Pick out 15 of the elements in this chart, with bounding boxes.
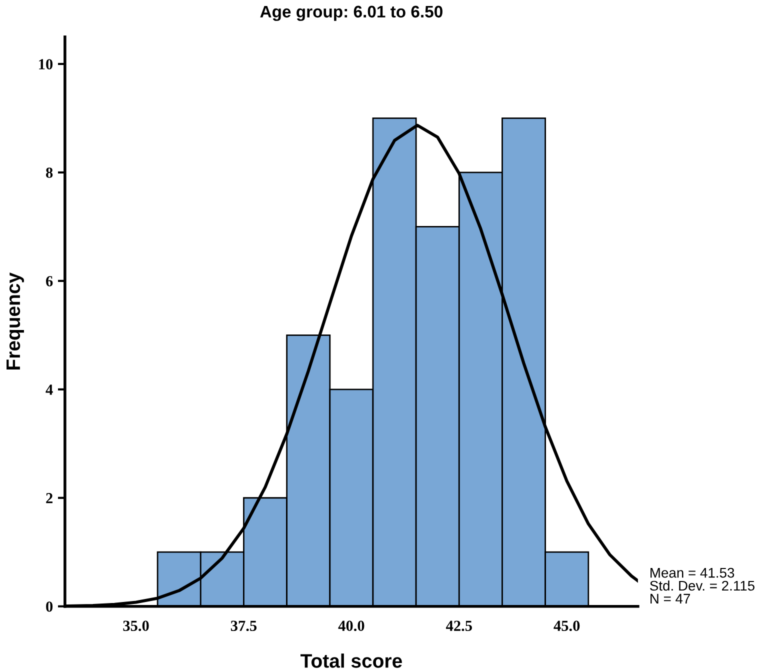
y-tick-label: 0 bbox=[46, 601, 53, 612]
x-tick-label: 37.5 bbox=[230, 620, 257, 632]
y-tick-label: 6 bbox=[46, 276, 53, 286]
x-tick-label: 42.5 bbox=[446, 620, 472, 632]
text: Mean = 41.53 Std. Dev. = 2.115 N = 47 bbox=[650, 568, 754, 604]
y-tick-label: 4 bbox=[46, 384, 53, 395]
chart-title: Age group: 6.01 to 6.50 bbox=[260, 6, 442, 21]
x-tick-label: 40.0 bbox=[338, 620, 364, 632]
y-tick-label: 8 bbox=[46, 168, 53, 178]
x-tick-label: 35.0 bbox=[123, 620, 149, 632]
y-axis-title: Frequency bbox=[6, 272, 24, 370]
y-tick-label: 10 bbox=[39, 59, 53, 70]
x-axis-title: Total score bbox=[300, 654, 402, 668]
y-tick-label: 2 bbox=[46, 493, 52, 504]
x-tick-label: 45.0 bbox=[554, 620, 580, 632]
